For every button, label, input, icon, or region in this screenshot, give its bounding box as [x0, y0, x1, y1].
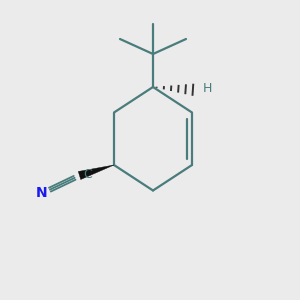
Text: H: H: [202, 82, 212, 95]
Polygon shape: [78, 165, 114, 179]
Text: N: N: [36, 186, 47, 200]
Text: C: C: [83, 167, 92, 181]
